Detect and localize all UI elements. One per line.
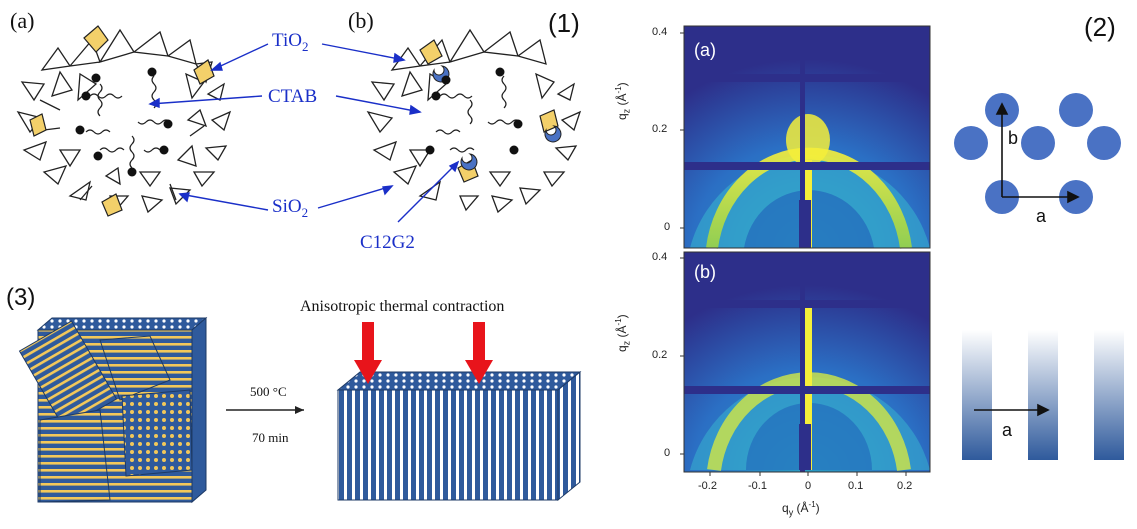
y-tick-top-0: 0.4	[652, 26, 668, 38]
panel-3-number-label: (3)	[6, 284, 36, 311]
ctab-label: CTAB	[268, 86, 318, 107]
hexagonal-lattice	[954, 93, 1121, 214]
panel-3-title: Anisotropic thermal contraction	[300, 298, 505, 315]
lattice-top-a-label: a	[1036, 206, 1047, 226]
x-title-q: q	[782, 501, 789, 515]
lattice-top-b-label: b	[1008, 128, 1019, 148]
y2-title-unit: (Å	[615, 325, 629, 338]
tio2-text: TiO	[272, 30, 302, 51]
x-title-close: )	[815, 501, 820, 515]
sio2-text: SiO	[272, 196, 302, 217]
lattice-vectors-top	[995, 102, 1080, 204]
temperature-label: 500 °C	[250, 384, 287, 399]
sio2-label: SiO2	[272, 196, 308, 221]
saxs-a-tag: (a)	[694, 40, 716, 60]
ctab-chains-b	[435, 75, 521, 153]
saxs-b-tag: (b)	[694, 262, 716, 282]
saxs-pattern-a	[684, 26, 930, 249]
tio2-label: TiO2	[272, 30, 308, 55]
y-axis-title-top: qz (Å-1)	[614, 82, 631, 120]
y-title-exp: -1	[614, 86, 623, 94]
y-tick-bottom-0: 0.4	[652, 251, 668, 263]
y-tick-bottom-1: 0.2	[652, 349, 668, 361]
x-tick-3: 0.1	[848, 480, 864, 492]
y-axis-title-bottom: qz (Å-1)	[614, 314, 631, 352]
x-tick-4: 0.2	[897, 480, 913, 492]
panel-1-number-label: (1)	[548, 8, 580, 38]
y-title-unit: (Å	[615, 93, 629, 106]
label-arrows	[148, 43, 460, 223]
saxs-pattern-b	[684, 252, 930, 472]
micelle-diagrams	[16, 25, 582, 223]
panel-1-sub-a-label: (a)	[10, 8, 35, 33]
lattice-vector-bottom	[974, 403, 1050, 417]
ctab-heads-b	[425, 67, 523, 155]
x-title-unit: (Å	[796, 501, 809, 515]
compression-arrows	[354, 322, 493, 384]
y-tick-bottom-2: 0	[664, 447, 671, 459]
y-title-close: )	[615, 82, 629, 87]
c12g2-label: C12G2	[360, 232, 415, 253]
y2-title-exp: -1	[614, 318, 623, 326]
panel-1-sub-b-label: (b)	[348, 8, 374, 33]
tio2-tiles-a	[29, 25, 215, 217]
x-tick-1: -0.1	[748, 480, 767, 492]
panel-2-number-label: (2)	[1084, 12, 1116, 42]
x-tick-2: 0	[805, 480, 812, 492]
x-axis-title: qy (Å-1)	[782, 500, 820, 517]
tio2-subscript: 2	[301, 38, 309, 54]
time-label: 70 min	[252, 430, 289, 445]
ctab-heads-a	[75, 67, 173, 177]
y-tick-top-2: 0	[664, 221, 671, 233]
aligned-cube	[336, 370, 582, 502]
micelle-a	[16, 28, 232, 214]
x-title-sub: y	[788, 507, 794, 518]
y-tick-top-1: 0.2	[652, 123, 668, 135]
y2-title-q: q	[615, 345, 629, 352]
lattice-bottom-a-label: a	[1002, 420, 1013, 440]
x-tick-0: -0.2	[698, 480, 717, 492]
y-title-sub: z	[621, 108, 632, 114]
y-title-q: q	[615, 113, 629, 120]
disordered-cube	[18, 316, 208, 504]
structure-diagram	[18, 316, 582, 504]
x-title-exp: -1	[808, 500, 816, 509]
lamellar-lattice	[962, 330, 1124, 460]
ctab-chains-a	[85, 75, 171, 169]
sio2-subscript: 2	[301, 204, 309, 220]
y2-title-sub: z	[621, 340, 632, 346]
y2-title-close: )	[615, 314, 629, 319]
